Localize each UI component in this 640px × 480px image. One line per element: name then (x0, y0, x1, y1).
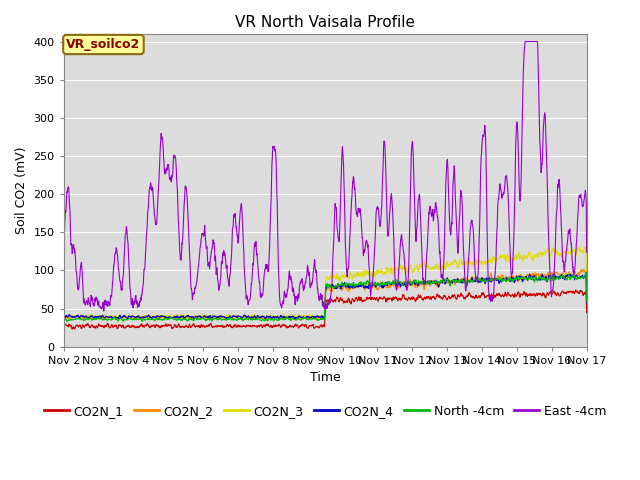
Text: VR_soilco2: VR_soilco2 (67, 38, 141, 51)
X-axis label: Time: Time (310, 372, 340, 384)
Title: VR North Vaisala Profile: VR North Vaisala Profile (235, 15, 415, 30)
Y-axis label: Soil CO2 (mV): Soil CO2 (mV) (15, 146, 28, 234)
Legend: CO2N_1, CO2N_2, CO2N_3, CO2N_4, North -4cm, East -4cm: CO2N_1, CO2N_2, CO2N_3, CO2N_4, North -4… (38, 400, 612, 423)
